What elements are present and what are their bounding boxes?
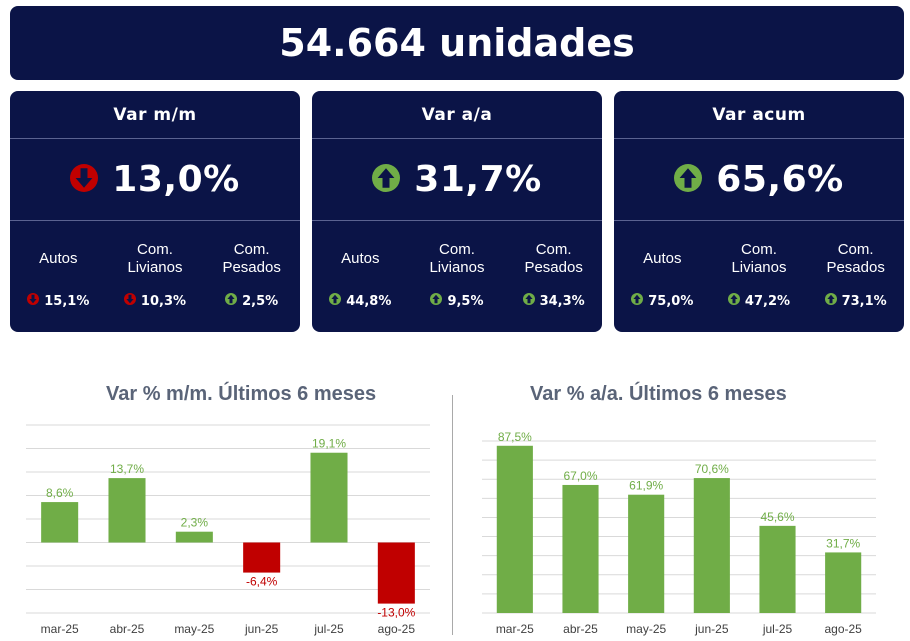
arrow-up-icon: [824, 293, 837, 309]
main-percentage: 31,7%: [414, 159, 542, 200]
arrow-up-icon: [329, 293, 342, 309]
segment-value: 75,0%: [648, 293, 694, 309]
chart-title-aa: Var % a/a. Últimos 6 meses: [530, 383, 787, 405]
data-label: 61,9%: [629, 479, 663, 493]
arrow-up-icon: [674, 163, 703, 196]
bar-ago-25: [377, 542, 415, 604]
segment-com-livianos: Com. Livianos 9,5%: [411, 239, 503, 309]
bar-jun-25: [693, 478, 730, 613]
x-tick-label: jun-25: [244, 622, 279, 636]
x-tick-label: ago-25: [378, 622, 416, 636]
x-tick-label: mar-25: [41, 622, 79, 636]
segment-autos: Autos 15,1%: [12, 239, 104, 309]
segment-label: Autos: [341, 250, 380, 267]
bar-abr-25: [108, 478, 146, 543]
data-label: 87,5%: [498, 430, 532, 444]
segment-autos: Autos 75,0%: [616, 239, 708, 309]
segment-com-pesados: Com. Pesados 2,5%: [206, 239, 298, 309]
total-units-title: 54.664 unidades: [279, 21, 635, 65]
arrow-down-icon: [123, 293, 136, 309]
x-tick-label: ago-25: [824, 622, 862, 636]
bar-may-25: [628, 494, 665, 613]
data-label: 31,7%: [826, 536, 860, 550]
x-tick-label: may-25: [174, 622, 214, 636]
segment-value: 44,8%: [346, 293, 392, 309]
data-label: 70,6%: [695, 462, 729, 476]
arrow-down-icon: [70, 163, 99, 196]
segment-label: Com. Pesados: [826, 241, 885, 276]
chart-var-aa: 87,5% mar-25 67,0% abr-25 61,9% may-25 70,6% ju…: [482, 430, 876, 636]
segment-value: 15,1%: [44, 293, 90, 309]
x-tick-label: may-25: [626, 622, 666, 636]
data-label: 19,1%: [312, 437, 346, 451]
bar-jun-25: [243, 542, 281, 573]
bar-abr-25: [562, 484, 599, 613]
segment-autos: Autos 44,8%: [314, 239, 406, 309]
data-label: 8,6%: [46, 486, 74, 500]
data-label: -6,4%: [246, 575, 278, 589]
x-tick-label: jul-25: [313, 622, 344, 636]
bar-mar-25: [496, 445, 533, 613]
bar-jul-25: [759, 525, 796, 613]
segment-label: Autos: [643, 250, 682, 267]
x-tick-label: jun-25: [694, 622, 729, 636]
arrow-up-icon: [225, 293, 238, 309]
segment-label: Com. Livianos: [429, 241, 485, 276]
card-title: Var m/m: [10, 91, 300, 139]
x-tick-label: jul-25: [762, 622, 793, 636]
segment-label: Com. Livianos: [127, 241, 183, 276]
segment-value: 2,5%: [242, 293, 279, 309]
data-label: 67,0%: [563, 469, 597, 483]
chart-title-mm: Var % m/m. Últimos 6 meses: [106, 383, 377, 405]
x-tick-label: mar-25: [496, 622, 534, 636]
card-var-acum: Var acum 65,6% Autos 75,0% Com. Livianos…: [614, 91, 904, 332]
segment-com-livianos: Com. Livianos 47,2%: [713, 239, 805, 309]
bar-may-25: [175, 531, 213, 543]
segment-label: Com. Pesados: [222, 241, 281, 276]
card-title: Var a/a: [312, 91, 602, 139]
segment-label: Autos: [39, 250, 78, 267]
bar-jul-25: [310, 452, 348, 543]
main-percentage: 65,6%: [716, 159, 844, 200]
segment-value: 9,5%: [447, 293, 484, 309]
x-tick-label: abr-25: [110, 622, 145, 636]
main-percentage: 13,0%: [112, 159, 240, 200]
card-title: Var acum: [614, 91, 904, 139]
total-units-banner: 54.664 unidades: [10, 6, 904, 80]
x-tick-label: abr-25: [563, 622, 598, 636]
segment-com-pesados: Com. Pesados 34,3%: [508, 239, 600, 309]
data-label: 2,3%: [181, 516, 209, 530]
arrow-down-icon: [27, 293, 40, 309]
card-main-value: 65,6%: [614, 139, 904, 221]
chart-divider: [452, 395, 453, 635]
card-var-aa: Var a/a 31,7% Autos 44,8% Com. Livianos …: [312, 91, 602, 332]
bar-ago-25: [825, 552, 862, 613]
segment-com-pesados: Com. Pesados 73,1%: [810, 239, 902, 309]
card-main-value: 31,7%: [312, 139, 602, 221]
card-main-value: 13,0%: [10, 139, 300, 221]
data-label: -13,0%: [377, 606, 415, 620]
arrow-up-icon: [631, 293, 644, 309]
chart-var-mm: 8,6% mar-25 13,7% abr-25 2,3% may-25 -6,4% jun-…: [26, 424, 430, 636]
arrow-up-icon: [430, 293, 443, 309]
bar-mar-25: [41, 502, 79, 543]
card-var-mm: Var m/m 13,0% Autos 15,1% Com. Livianos …: [10, 91, 300, 332]
arrow-up-icon: [727, 293, 740, 309]
segment-value: 47,2%: [744, 293, 791, 309]
segment-value: 10,3%: [140, 293, 187, 309]
segment-com-livianos: Com. Livianos 10,3%: [109, 239, 201, 309]
segment-value: 34,3%: [539, 293, 585, 309]
data-label: 45,6%: [760, 510, 794, 524]
segment-value: 73,1%: [841, 293, 887, 309]
segment-label: Com. Pesados: [524, 241, 583, 276]
segment-label: Com. Livianos: [731, 241, 787, 276]
arrow-up-icon: [522, 293, 535, 309]
arrow-up-icon: [372, 163, 401, 196]
data-label: 13,7%: [110, 462, 144, 476]
